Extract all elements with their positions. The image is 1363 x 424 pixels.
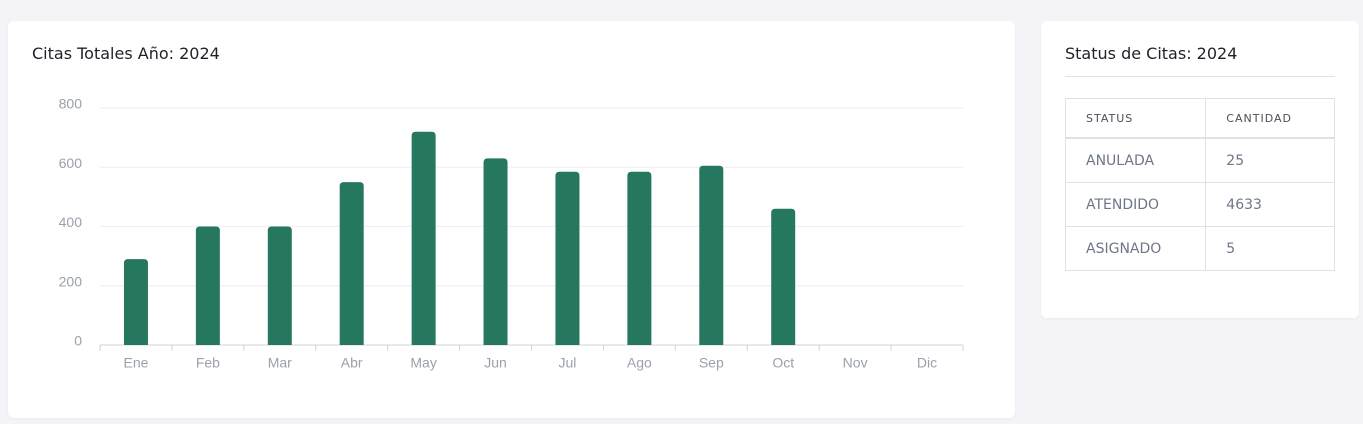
bar: [699, 165, 724, 345]
cell: ANULADA: [1064, 137, 1207, 183]
bar: [771, 208, 796, 345]
x-tick-label: Abr: [341, 355, 363, 371]
x-tick-label: Sep: [699, 355, 724, 371]
header-row: STATUS CANTIDAD: [1064, 98, 1335, 139]
y-tick-label: 200: [59, 273, 83, 289]
chart: 0 200 400 600 800 Ene Feb Mar Abr May Jun Jul Ago Sep…: [59, 96, 964, 371]
x-tick-label: Jul: [559, 355, 577, 371]
bar: [123, 259, 148, 345]
row: ANULADA 25: [1064, 137, 1335, 183]
x-tick-label: Dic: [917, 355, 937, 371]
y-tick-label: 0: [74, 333, 82, 349]
header-cell: STATUS: [1064, 98, 1207, 139]
bar: [627, 171, 652, 345]
x-tick-label: Mar: [268, 355, 292, 371]
cell: 4633: [1205, 182, 1335, 227]
x-tick-label: May: [410, 355, 436, 371]
header-cell: CANTIDAD: [1205, 98, 1335, 139]
x-tick-label: Ago: [627, 355, 652, 371]
x-tick-label: Oct: [772, 355, 794, 371]
bar: [555, 171, 580, 345]
cell: ASIGNADO: [1064, 226, 1207, 271]
cell: 25: [1205, 137, 1335, 183]
y-tick-label: 600: [59, 155, 83, 171]
bar: [339, 182, 364, 345]
chart-card: Citas Totales Año: 2024 0 200 400 600 800 Ene…: [8, 21, 1015, 418]
cell: 5: [1205, 226, 1335, 271]
row: ATENDIDO 4633: [1064, 182, 1335, 227]
y-tick-label: 800: [59, 96, 83, 112]
status-table: STATUS CANTIDAD ANULADA 25 ATENDIDO 4633 ASIGN…: [1064, 98, 1335, 271]
x-tick-label: Nov: [843, 355, 868, 371]
status-card: Status de Citas: 2024 STATUS CANTIDAD ANUL…: [1041, 21, 1359, 318]
cell: ATENDIDO: [1064, 182, 1207, 227]
bar: [483, 158, 508, 345]
row: ASIGNADO 5: [1064, 226, 1335, 271]
bar: [411, 131, 436, 345]
x-tick-label: Ene: [123, 355, 148, 371]
y-tick-label: 400: [59, 214, 83, 230]
chart-title: Citas Totales Año: 2024: [32, 44, 220, 63]
bar: [195, 226, 220, 345]
divider: [1065, 76, 1335, 77]
x-tick-label: Jun: [484, 355, 507, 371]
status-title: Status de Citas: 2024: [1065, 44, 1238, 63]
bar: [267, 226, 292, 345]
x-tick-label: Feb: [196, 355, 220, 371]
